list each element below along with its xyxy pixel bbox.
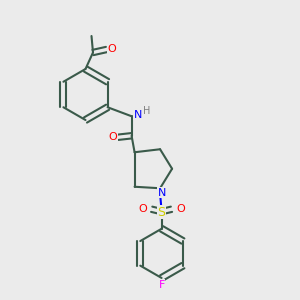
Text: S: S (158, 206, 166, 219)
Text: O: O (107, 44, 116, 55)
Text: N: N (158, 188, 166, 198)
Text: O: O (176, 204, 185, 214)
Text: O: O (138, 204, 147, 214)
Text: H: H (143, 106, 151, 116)
Text: F: F (158, 280, 165, 290)
Text: O: O (108, 132, 117, 142)
Text: N: N (134, 110, 142, 120)
